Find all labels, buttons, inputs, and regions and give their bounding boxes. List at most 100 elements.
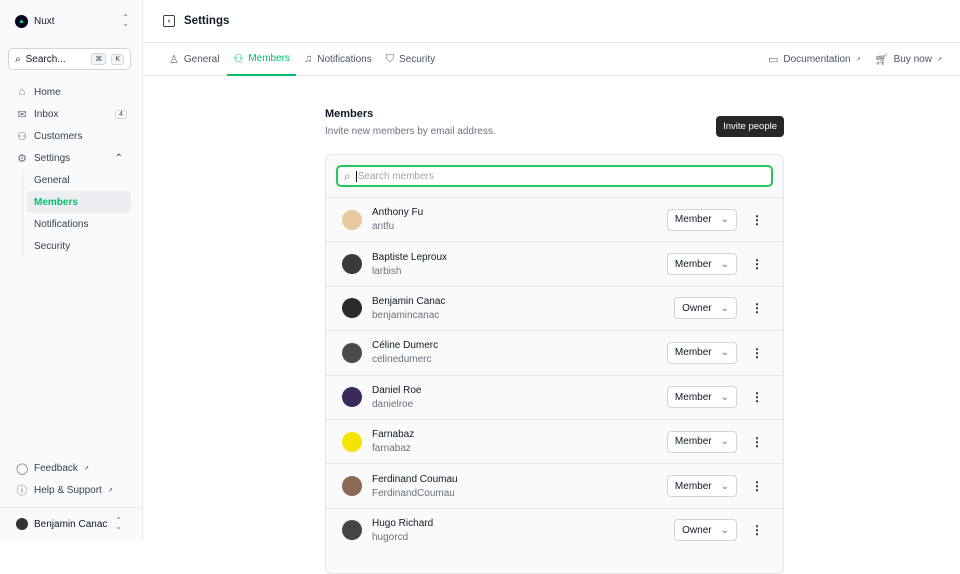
- more-options-icon[interactable]: ⋮: [751, 257, 763, 272]
- role-value: Member: [674, 258, 712, 270]
- role-select[interactable]: Member ⌄: [666, 253, 737, 276]
- sidebar-item-label: General: [34, 174, 70, 186]
- chevron-up-down-icon: ⌃ ⌄: [115, 516, 122, 531]
- sidebar-item-settings[interactable]: ⚙ Settings ⌃: [8, 147, 131, 169]
- users-icon: ⚇: [233, 52, 244, 65]
- team-name: Nuxt: [34, 15, 55, 27]
- user-menu[interactable]: Benjamin Canac ⌃ ⌄: [0, 507, 142, 540]
- member-row: Céline Dumerc celinedumerc Member ⌄ ⋮: [326, 330, 783, 374]
- tab-members[interactable]: ⚇ Members: [227, 43, 297, 76]
- avatar: [16, 518, 28, 530]
- more-options-icon[interactable]: ⋮: [751, 523, 763, 538]
- member-username: FerdinandCoumau: [372, 487, 455, 499]
- member-username: celinedumerc: [372, 354, 432, 366]
- chevron-up-down-icon: ⌃ ⌄: [122, 13, 129, 28]
- settings-tabs: ♙ General ⚇ Members ♫ Notifications ⛉ Securi…: [143, 43, 960, 76]
- documentation-link[interactable]: ▭ Documentation ↗: [762, 43, 867, 76]
- tab-label: General: [183, 53, 220, 65]
- more-options-icon[interactable]: ⋮: [751, 434, 763, 449]
- chat-icon: ◯: [16, 462, 29, 475]
- member-name: Hugo Richard: [372, 517, 434, 529]
- feedback-label: Feedback: [34, 462, 78, 474]
- sidebar-item-label: Members: [34, 196, 78, 208]
- sidebar-item-inbox[interactable]: ✉ Inbox 4: [8, 103, 131, 125]
- role-select[interactable]: Owner ⌄: [674, 519, 737, 542]
- role-select[interactable]: Member ⌄: [666, 475, 737, 498]
- member-username: danielroe: [372, 398, 414, 410]
- more-options-icon[interactable]: ⋮: [751, 390, 763, 405]
- search-icon: ⌕: [15, 53, 21, 65]
- external-link-icon: ↗: [107, 487, 113, 494]
- more-options-icon[interactable]: ⋮: [751, 479, 763, 494]
- nuxt-logo-icon: ▲: [15, 14, 28, 28]
- inbox-count-badge: 4: [115, 109, 127, 119]
- team-switcher[interactable]: ▲ Nuxt ⌃ ⌄: [8, 10, 135, 32]
- link-label: Documentation: [783, 53, 851, 65]
- chevron-down-icon: ⌄: [720, 347, 729, 359]
- help-label: Help & Support: [34, 484, 102, 496]
- chevron-down-icon: ⌄: [720, 436, 729, 448]
- home-icon: ⌂: [18, 86, 26, 98]
- feedback-link[interactable]: ◯ Feedback ↗: [8, 457, 131, 479]
- member-name: Anthony Fu: [372, 207, 424, 219]
- search-members-input[interactable]: ⌕ Search members: [336, 165, 773, 187]
- more-options-icon[interactable]: ⋮: [751, 345, 763, 360]
- sidebar-item-customers[interactable]: ⚇ Customers: [8, 125, 131, 147]
- chevron-down-icon: ⌄: [720, 391, 729, 403]
- member-name: Benjamin Canac: [372, 295, 446, 307]
- role-value: Member: [674, 480, 712, 492]
- sidebar-subitem-notifications[interactable]: Notifications: [27, 213, 131, 235]
- kbd-meta: ⌘: [91, 53, 107, 65]
- link-label: Buy now: [893, 53, 932, 65]
- tab-label: Security: [398, 53, 436, 65]
- avatar: [342, 387, 362, 408]
- role-select[interactable]: Member ⌄: [666, 341, 737, 364]
- search-placeholder: Search members: [355, 170, 434, 182]
- help-link[interactable]: ⓘ Help & Support ↗: [8, 479, 131, 501]
- role-value: Member: [674, 391, 712, 403]
- member-name: Baptiste Leproux: [372, 251, 448, 263]
- avatar: [342, 476, 362, 497]
- member-row: Daniel Roe danielroe Member ⌄ ⋮: [326, 374, 783, 419]
- role-value: Member: [674, 214, 712, 226]
- users-icon: ⚇: [17, 130, 27, 143]
- external-link-icon: ↗: [855, 56, 861, 63]
- role-value: Member: [674, 436, 712, 448]
- chevron-down-icon: ⌄: [720, 524, 729, 536]
- sidebar-item-home[interactable]: ⌂ Home: [8, 81, 131, 103]
- role-select[interactable]: Member ⌄: [666, 430, 737, 453]
- role-select[interactable]: Member ⌄: [666, 208, 737, 231]
- member-name: Ferdinand Coumau: [372, 473, 458, 485]
- user-icon: ♙: [169, 53, 179, 66]
- inbox-icon: ✉: [17, 108, 27, 121]
- tab-notifications[interactable]: ♫ Notifications: [298, 43, 378, 76]
- tab-label: Members: [248, 52, 291, 64]
- role-select[interactable]: Member ⌄: [666, 386, 737, 409]
- chevron-down-icon: ⌄: [720, 258, 729, 270]
- sidebar-item-label: Home: [34, 86, 61, 98]
- sidebar-collapse-icon[interactable]: ‹: [163, 15, 175, 27]
- sidebar: ▲ Nuxt ⌃ ⌄ ⌕ Search... ⌘ K ⌂ Home ✉ Inbox 4 …: [0, 0, 143, 540]
- sidebar-item-label: Notifications: [34, 218, 89, 230]
- more-options-icon[interactable]: ⋮: [751, 212, 763, 227]
- role-value: Member: [674, 347, 712, 359]
- member-row: Hugo Richard hugorcd Owner ⌄ ⋮: [326, 507, 783, 552]
- avatar: [342, 520, 362, 541]
- member-row: Farnabaz farnabaz Member ⌄ ⋮: [326, 418, 783, 463]
- member-row: Baptiste Leproux larbish Member ⌄ ⋮: [326, 241, 783, 285]
- avatar: [342, 342, 362, 363]
- sidebar-subitem-general[interactable]: General: [27, 169, 131, 191]
- tab-security[interactable]: ⛉ Security: [380, 43, 441, 76]
- invite-people-button[interactable]: Invite people: [716, 116, 784, 137]
- buy-now-link[interactable]: 🛒︎ Buy now ↗: [869, 43, 948, 76]
- more-options-icon[interactable]: ⋮: [751, 301, 763, 316]
- role-select[interactable]: Owner ⌄: [674, 297, 737, 320]
- tab-general[interactable]: ♙ General: [163, 43, 225, 76]
- avatar: [342, 431, 362, 452]
- search-button[interactable]: ⌕ Search... ⌘ K: [8, 48, 131, 70]
- member-username: larbish: [372, 265, 402, 277]
- section-description: Invite new members by email address.: [325, 126, 496, 137]
- sidebar-subitem-members[interactable]: Members: [27, 191, 131, 213]
- sidebar-subitem-security[interactable]: Security: [27, 235, 131, 257]
- bell-icon: ♫: [304, 53, 313, 65]
